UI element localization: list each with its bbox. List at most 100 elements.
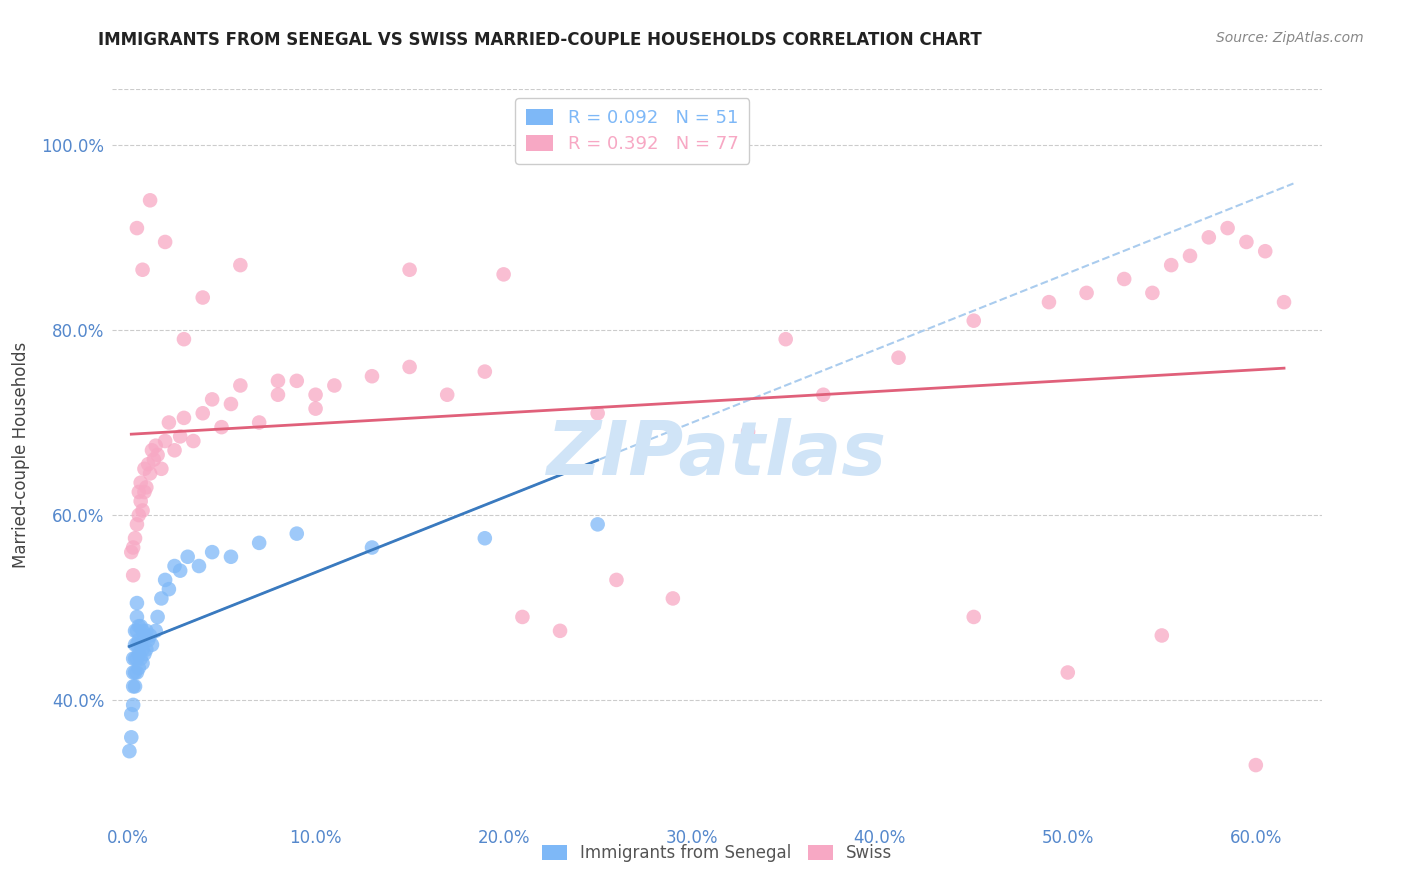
Point — [131, 657, 153, 671]
Point — [963, 610, 986, 624]
Point — [131, 503, 153, 517]
Point — [1038, 295, 1060, 310]
Point — [128, 661, 150, 675]
Point — [398, 262, 420, 277]
Point — [398, 359, 420, 374]
Point — [1114, 272, 1136, 286]
Point — [136, 457, 159, 471]
Point — [1236, 235, 1258, 249]
Point — [128, 633, 150, 648]
Point — [1198, 230, 1220, 244]
Point — [247, 536, 270, 550]
Point — [1254, 244, 1277, 259]
Point — [134, 485, 156, 500]
Point — [128, 485, 150, 500]
Point — [120, 545, 142, 559]
Point — [163, 559, 186, 574]
Point — [191, 291, 214, 305]
Point — [134, 647, 156, 661]
Point — [586, 406, 609, 420]
Point — [142, 452, 165, 467]
Point — [125, 596, 148, 610]
Point — [775, 332, 797, 346]
Point — [141, 443, 163, 458]
Point — [201, 545, 224, 559]
Point — [1160, 258, 1182, 272]
Point — [139, 628, 162, 642]
Point — [153, 235, 176, 249]
Point — [139, 194, 162, 208]
Point — [153, 434, 176, 448]
Point — [1076, 285, 1098, 300]
Point — [887, 351, 910, 365]
Point — [125, 624, 148, 638]
Point — [219, 549, 242, 564]
Point — [129, 475, 152, 490]
Point — [229, 378, 252, 392]
Point — [229, 258, 252, 272]
Point — [124, 665, 146, 680]
Point — [125, 517, 148, 532]
Point — [141, 638, 163, 652]
Point — [136, 633, 159, 648]
Point — [131, 262, 153, 277]
Point — [1244, 758, 1267, 772]
Point — [122, 651, 145, 665]
Point — [267, 374, 290, 388]
Point — [163, 443, 186, 458]
Point — [963, 313, 986, 327]
Point — [145, 439, 167, 453]
Point — [145, 624, 167, 638]
Point — [361, 541, 384, 555]
Point — [662, 591, 685, 606]
Point — [492, 268, 515, 282]
Point — [124, 679, 146, 693]
Point — [548, 624, 571, 638]
Legend: Immigrants from Senegal, Swiss: Immigrants from Senegal, Swiss — [533, 836, 901, 871]
Point — [125, 638, 148, 652]
Point — [122, 698, 145, 712]
Point — [512, 610, 534, 624]
Point — [157, 416, 180, 430]
Point — [1142, 285, 1164, 300]
Point — [122, 679, 145, 693]
Point — [813, 388, 835, 402]
Point — [124, 531, 146, 545]
Point — [201, 392, 224, 407]
Point — [120, 731, 142, 745]
Point — [1272, 295, 1295, 310]
Text: Source: ZipAtlas.com: Source: ZipAtlas.com — [1216, 31, 1364, 45]
Point — [146, 610, 169, 624]
Point — [135, 642, 157, 657]
Point — [605, 573, 627, 587]
Point — [118, 744, 141, 758]
Point — [150, 591, 173, 606]
Point — [128, 619, 150, 633]
Point — [128, 508, 150, 522]
Point — [122, 568, 145, 582]
Point — [124, 624, 146, 638]
Point — [474, 531, 496, 545]
Point — [219, 397, 242, 411]
Point — [131, 642, 153, 657]
Point — [120, 707, 142, 722]
Point — [122, 665, 145, 680]
Text: ZIPatlas: ZIPatlas — [547, 418, 887, 491]
Point — [1150, 628, 1173, 642]
Point — [173, 332, 195, 346]
Point — [169, 564, 191, 578]
Point — [129, 651, 152, 665]
Point — [188, 559, 211, 574]
Point — [183, 434, 205, 448]
Point — [267, 388, 290, 402]
Point — [125, 221, 148, 235]
Point — [169, 429, 191, 443]
Point — [134, 628, 156, 642]
Point — [173, 410, 195, 425]
Point — [1216, 221, 1239, 235]
Point — [436, 388, 458, 402]
Point — [1056, 665, 1078, 680]
Point — [125, 665, 148, 680]
Point — [157, 582, 180, 597]
Point — [129, 638, 152, 652]
